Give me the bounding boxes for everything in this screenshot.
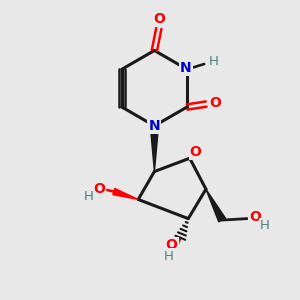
Text: O: O xyxy=(93,182,105,196)
Text: H: H xyxy=(164,250,174,262)
Text: H: H xyxy=(260,219,270,232)
Text: O: O xyxy=(154,12,165,26)
Text: N: N xyxy=(180,61,191,75)
Polygon shape xyxy=(150,126,158,172)
Polygon shape xyxy=(113,188,138,200)
Text: O: O xyxy=(166,238,177,252)
Text: N: N xyxy=(148,119,160,133)
Text: O: O xyxy=(190,146,202,159)
Text: O: O xyxy=(210,97,222,110)
Text: H: H xyxy=(84,190,94,203)
Text: H: H xyxy=(208,55,218,68)
Text: O: O xyxy=(250,210,261,224)
Polygon shape xyxy=(206,189,226,222)
